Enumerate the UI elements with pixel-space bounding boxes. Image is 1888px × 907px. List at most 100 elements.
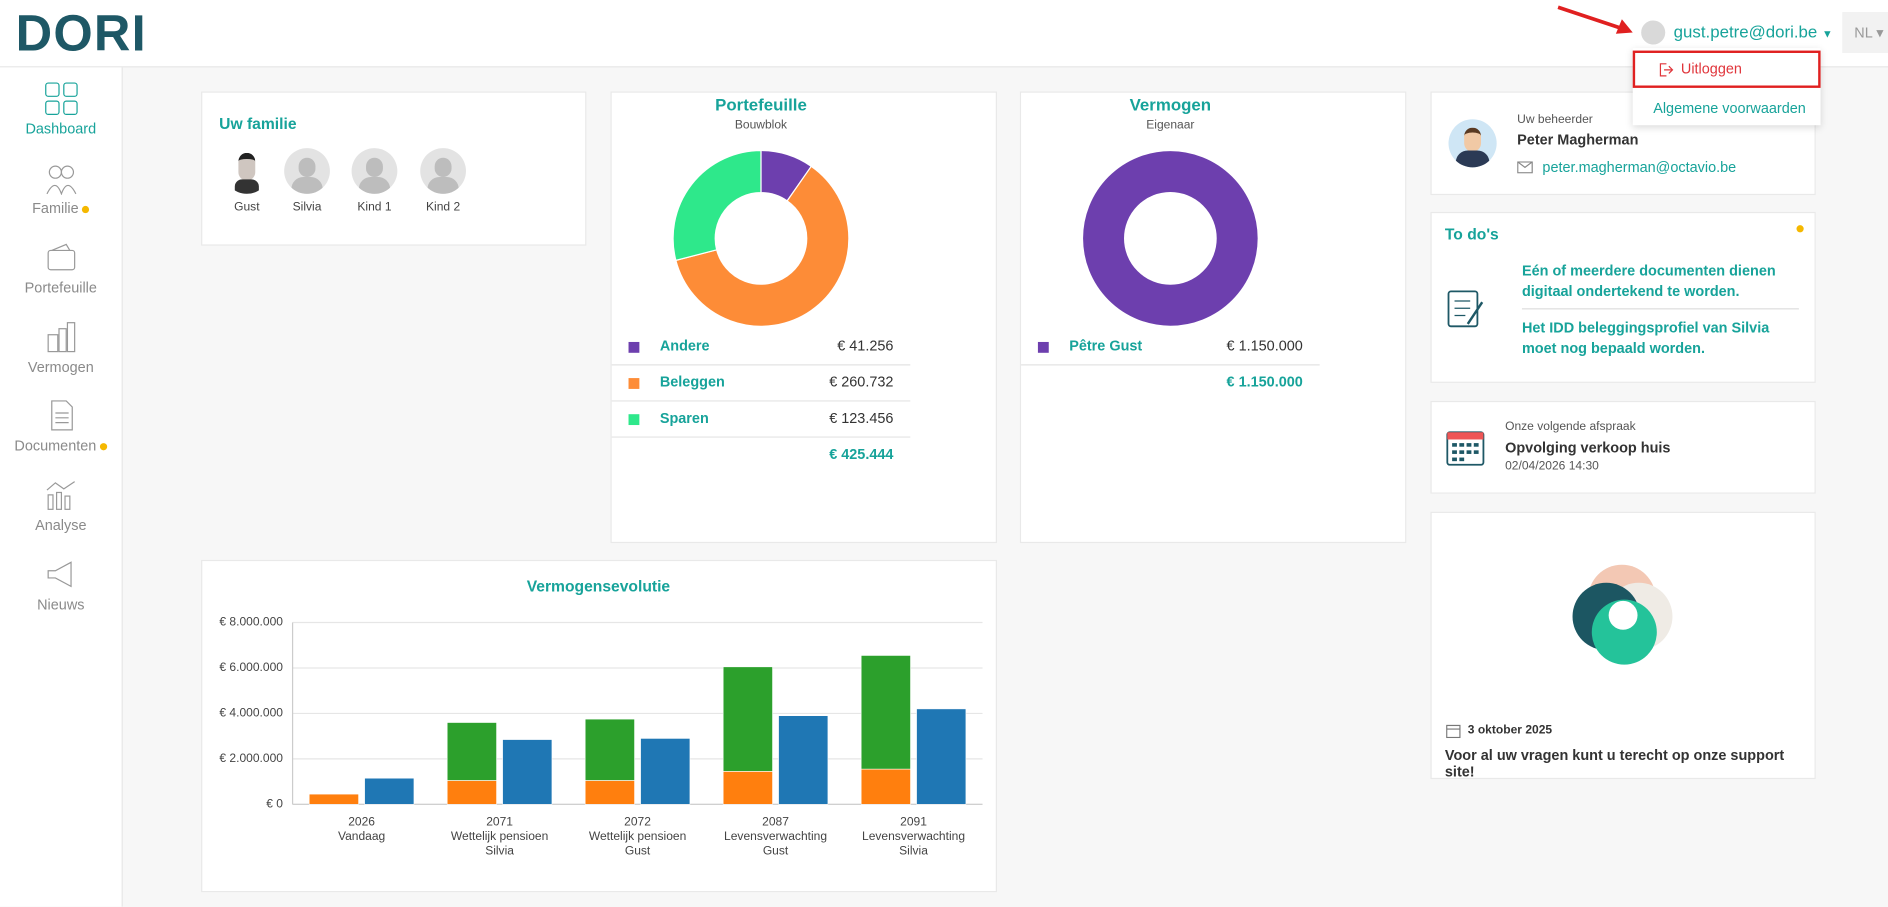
chart-subtitle: Eigenaar [1146,117,1194,131]
x-tick-label: 2071 [486,815,513,829]
donut-slice [675,165,850,327]
chart-title: Vermogensevolutie [527,579,671,596]
total-label: € 1.150.000 [1227,375,1303,391]
member-avatar [284,148,330,194]
x-tick-label: Wettelijk pensioen [451,829,548,843]
nav-icon [44,82,78,115]
nav-item[interactable]: Nieuws [0,557,122,613]
nav-label[interactable]: Documenten [14,437,97,454]
nav-label[interactable]: Dashboard [25,120,97,138]
user-avatar[interactable] [1641,20,1666,45]
member-name[interactable]: Kind 2 [426,201,461,215]
appointment-datetime: 02/04/2026 14:30 [1505,459,1599,474]
x-tick-label: Gust [625,843,651,857]
calendar-small-icon [1446,724,1461,739]
bar [722,666,773,772]
card-title: To do's [1444,225,1499,244]
value-label: € 1.150.000 [1227,339,1303,355]
manager-label: Uw beheerder [1517,113,1593,127]
member-name[interactable]: Gust [234,201,260,215]
legend-swatch [628,341,640,353]
annotation-arrow [1557,5,1633,34]
nav-item[interactable]: Portefeuille [0,241,122,296]
user-menu[interactable]: gust.petre@dori.be ▼ [1673,21,1833,41]
nav-item[interactable]: Familie [0,161,122,217]
support-text[interactable]: Voor al uw vragen kunt u terecht op onze… [1444,746,1785,781]
language-select[interactable]: NL ▾ [1842,12,1888,53]
value-label: € 123.456 [829,411,893,427]
logo[interactable]: DORI [15,4,147,62]
x-tick-label: 2091 [900,815,927,829]
family-member[interactable]: Silvia [277,148,337,214]
chart-subtitle: Bouwblok [735,117,788,131]
header: DORI gust.petre@dori.be ▼ NL ▾ [0,0,1888,68]
notification-dot [1796,225,1804,233]
menu-label[interactable]: Uitloggen [1680,60,1742,78]
x-tick-label: Silvia [899,843,928,857]
nav-item[interactable]: Dashboard [0,82,122,137]
x-tick-label: Wettelijk pensioen [589,829,686,843]
bar [916,708,967,805]
todo-item[interactable]: Eén of meerdere documenten dienen digita… [1521,262,1776,300]
calendar-icon [1446,431,1485,466]
member-photo [223,148,270,194]
notification-dot [82,205,90,213]
bar [860,655,911,770]
donut-slice [1081,149,1259,327]
nav-icon [46,322,75,353]
manager-avatar [1448,119,1497,168]
bar [308,793,359,805]
legend-label: Sparen [660,411,709,427]
chart-title: Vermogen [1130,95,1211,114]
value-label: € 260.732 [829,375,893,391]
todo-item[interactable]: Het IDD beleggingsprofiel van Silvia moe… [1521,319,1770,357]
manager-name: Peter Magherman [1517,131,1639,149]
nav-icon [46,243,75,271]
family-member[interactable]: Gust [217,148,277,214]
support-date: 3 oktober 2025 [1467,723,1553,737]
x-tick-label: 2026 [348,815,375,829]
nav-item[interactable]: Analyse [0,478,122,533]
appointment-label: Onze volgende afspraak [1505,420,1636,434]
nav-icon [45,165,76,196]
legend-label: Pêtre Gust [1069,339,1142,355]
nav-label[interactable]: Analyse [35,516,87,534]
member-name[interactable]: Kind 1 [357,201,392,215]
user-dropdown: Uitloggen Algemene voorwaarden [1632,48,1821,126]
total-label: € 425.444 [829,447,893,463]
family-member[interactable]: Kind 2 [413,148,473,214]
logout-item[interactable]: Uitloggen [1632,50,1821,88]
member-name[interactable]: Silvia [292,201,322,215]
bar [502,739,553,805]
appointment-title[interactable]: Opvolging verkoop huis [1505,439,1671,457]
support-card: 3 oktober 2025 Voor al uw vragen kunt u … [1430,511,1816,781]
nav-item[interactable]: Vermogen [0,320,122,376]
legend-label: Andere [660,339,710,355]
logout-icon [1659,63,1674,77]
chart-title: Portefeuille [715,95,807,114]
bar [364,777,415,805]
family-member[interactable]: Kind 1 [344,148,404,214]
terms-item[interactable]: Algemene voorwaarden [1653,99,1806,117]
y-tick-label: € 8.000.000 [219,615,283,629]
nav-label[interactable]: Vermogen [27,358,94,376]
legend-label: Beleggen [660,375,725,391]
manager-email[interactable]: peter.magherman@octavio.be [1542,158,1737,176]
user-email[interactable]: gust.petre@dori.be [1673,21,1818,41]
nav-label[interactable]: Nieuws [37,596,85,613]
appointment-card: Onze volgende afspraak Opvolging verkoop… [1430,400,1816,494]
x-tick-label: Levensverwachting [862,829,965,843]
nav-label[interactable]: Familie [32,199,79,217]
x-tick-label: Silvia [485,843,514,857]
nav-label[interactable]: Portefeuille [24,279,97,297]
nav-item[interactable]: Documenten [0,399,122,454]
bar [584,718,635,781]
language[interactable]: NL [1854,24,1873,41]
x-tick-label: Gust [763,843,789,857]
x-tick-label: 2072 [624,815,651,829]
member-avatar [420,148,466,194]
legend-swatch [1037,341,1049,353]
mail-icon [1517,161,1533,174]
